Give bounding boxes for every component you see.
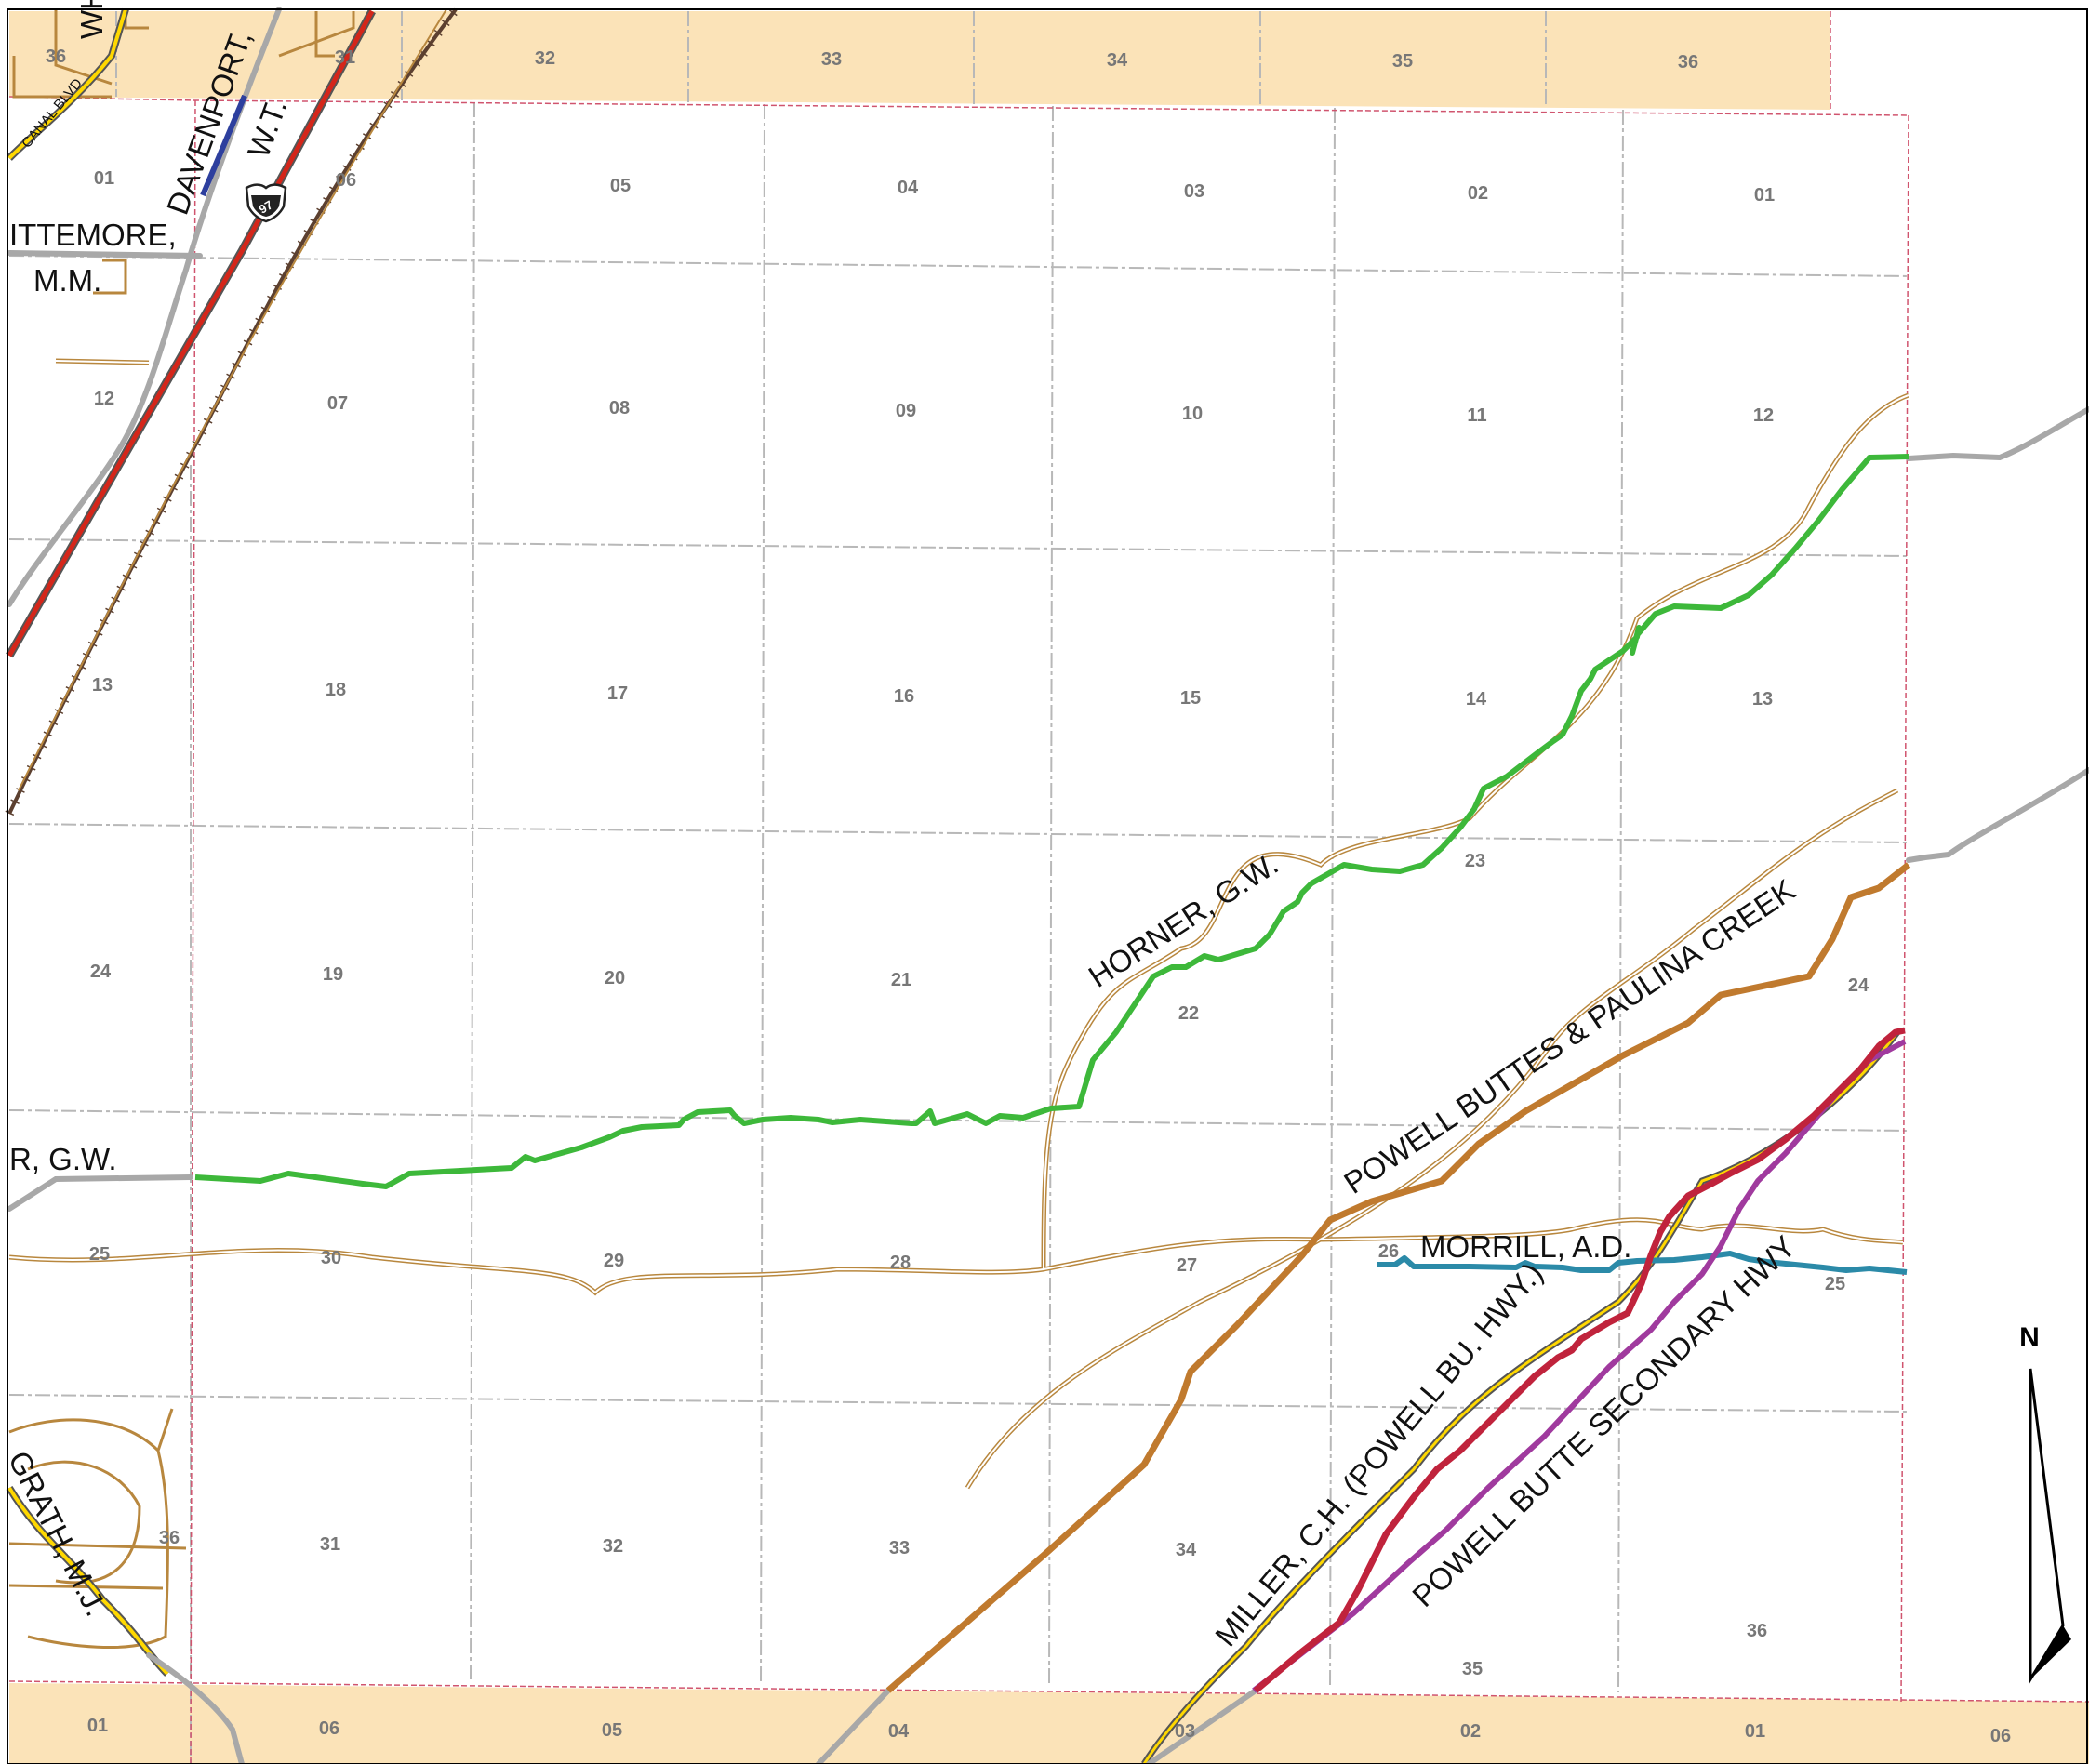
section-grid — [8, 11, 1909, 1764]
section-number: 23 — [1465, 851, 1485, 871]
section-number: 27 — [1177, 1255, 1197, 1276]
section-number: 32 — [603, 1536, 623, 1557]
section-number: 31 — [335, 47, 355, 68]
section-number: 26 — [1378, 1241, 1399, 1262]
section-number: 06 — [336, 170, 356, 191]
township-bands — [9, 11, 2089, 1764]
section-number: 03 — [1175, 1721, 1195, 1742]
morrill-route — [1377, 1251, 1908, 1275]
morrill-label: MORRILL, A.D. — [1420, 1229, 1631, 1264]
section-number: 36 — [1678, 52, 1698, 73]
section-numbers: 36 31 32 33 34 35 36 01 06 05 04 03 02 0… — [46, 46, 2011, 1746]
section-number: 17 — [607, 683, 628, 704]
section-number: 35 — [1462, 1659, 1483, 1679]
section-number: 12 — [1753, 405, 1774, 426]
section-number: 13 — [92, 675, 113, 696]
section-number: 02 — [1460, 1721, 1481, 1742]
section-number: 19 — [323, 964, 343, 985]
section-number: 25 — [1825, 1274, 1845, 1294]
miller-route — [1253, 1027, 1906, 1693]
section-number: 30 — [321, 1248, 341, 1268]
section-number: 07 — [327, 393, 348, 414]
section-number: 10 — [1182, 404, 1203, 424]
davenport-route — [200, 94, 247, 197]
section-number: 34 — [1107, 50, 1128, 71]
section-number: 01 — [87, 1716, 108, 1736]
section-number: 06 — [319, 1718, 339, 1739]
horner-route — [194, 454, 1909, 1189]
section-number: 20 — [605, 968, 625, 988]
section-number: 24 — [90, 962, 112, 982]
section-number: 02 — [1468, 183, 1488, 204]
section-number: 33 — [889, 1538, 910, 1558]
section-number: 28 — [890, 1253, 911, 1273]
section-number: 05 — [610, 176, 631, 196]
section-number: 15 — [1180, 688, 1201, 709]
section-number: 22 — [1178, 1003, 1199, 1024]
section-number: 13 — [1752, 689, 1773, 710]
section-number: 24 — [1848, 975, 1869, 996]
map-frame — [7, 8, 2088, 1764]
section-number: 09 — [896, 401, 916, 421]
section-number: 01 — [94, 168, 114, 189]
section-number: 36 — [1747, 1621, 1767, 1641]
section-number: 32 — [535, 48, 555, 69]
north-arrow-icon: N — [2019, 1322, 2071, 1685]
section-number: 16 — [894, 686, 914, 707]
section-number: 11 — [1467, 405, 1486, 426]
section-number: 36 — [46, 46, 66, 67]
section-number: 29 — [604, 1251, 624, 1271]
secondary-roads — [8, 9, 1909, 1649]
north-arrow-label: N — [2019, 1322, 2040, 1353]
section-number: 14 — [1466, 689, 1487, 710]
section-number: 12 — [94, 389, 114, 409]
horner-left-label: R, G.W. — [9, 1142, 117, 1176]
highway-97-red — [6, 8, 376, 658]
section-number: 35 — [1392, 51, 1413, 72]
mm-label: M.M. — [33, 263, 101, 298]
highway-97-shield-text: 97 — [257, 197, 275, 216]
section-number: 06 — [1990, 1726, 2011, 1746]
section-number: 21 — [891, 970, 911, 990]
section-number: 34 — [1176, 1540, 1197, 1560]
section-number: 08 — [609, 398, 630, 418]
section-number: 25 — [89, 1244, 110, 1265]
section-number: 04 — [888, 1721, 910, 1742]
wh-label: WH — [74, 0, 109, 39]
section-number: 33 — [821, 49, 842, 70]
section-number: 31 — [320, 1534, 340, 1555]
whittemore-label: ITTEMORE, — [9, 218, 177, 252]
railroad — [5, 7, 460, 816]
section-number: 18 — [326, 680, 346, 700]
section-number: 01 — [1754, 185, 1775, 206]
top-township-band — [9, 11, 1830, 110]
section-number: 01 — [1745, 1721, 1765, 1742]
section-number: 05 — [602, 1720, 622, 1741]
section-number: 03 — [1184, 181, 1204, 202]
bottom-township-band — [9, 1683, 2089, 1764]
section-number: 04 — [898, 178, 919, 198]
powell-buttes-route — [885, 862, 1911, 1693]
section-number: 36 — [159, 1528, 180, 1548]
highway-97-shield-icon: 97 — [245, 183, 287, 223]
